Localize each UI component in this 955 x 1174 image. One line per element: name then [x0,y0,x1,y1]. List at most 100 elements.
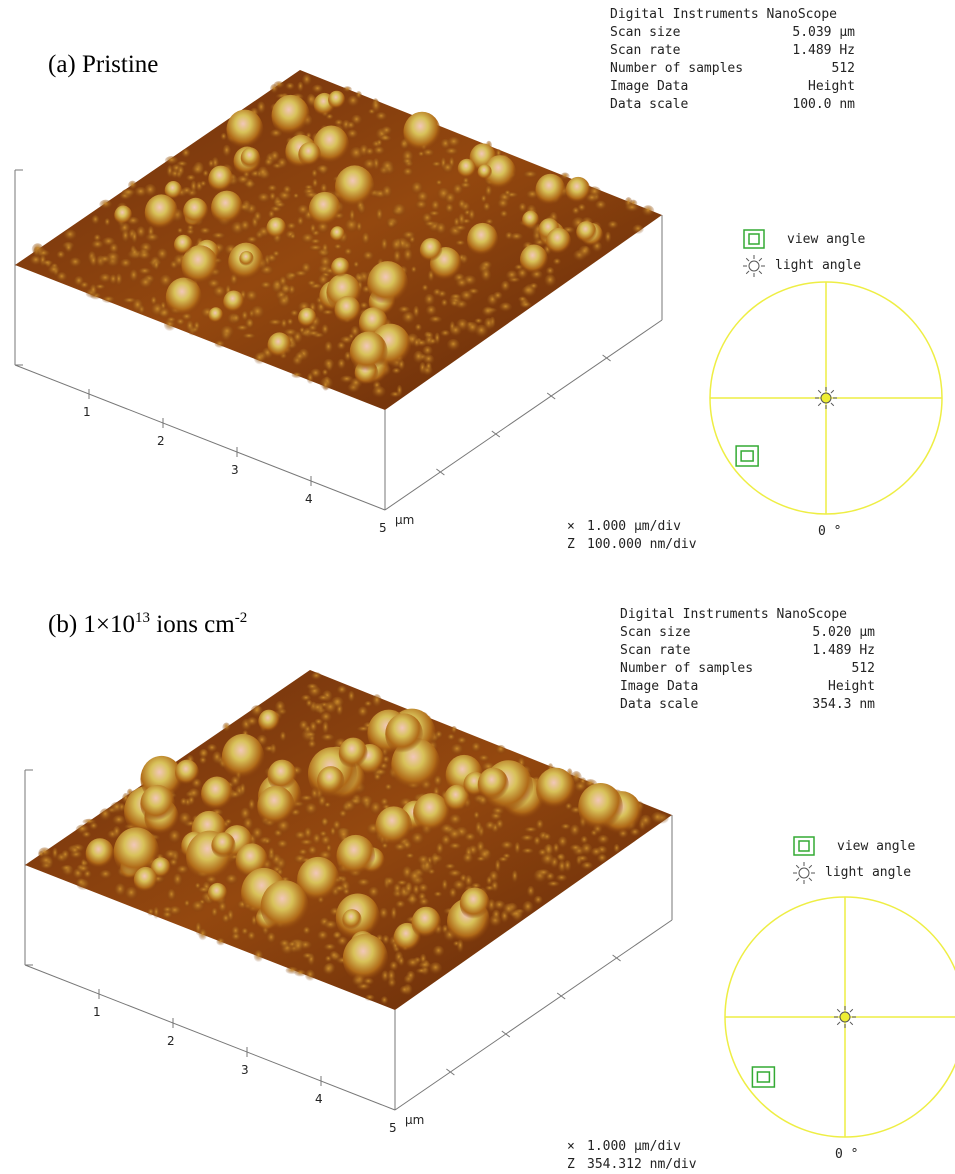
surface-peak [350,331,388,373]
surface-grain [570,824,580,837]
surface-grain [245,179,254,190]
surface-grain [299,720,309,731]
surface-grain [372,386,386,398]
surface-grain [440,330,450,337]
surface-grain [468,210,475,222]
axis-tick-label: 5 [389,1121,397,1135]
surface-grain [293,940,304,954]
surface-grain [286,223,296,231]
surface-grain [278,295,290,308]
axis-unit: µm [395,513,414,527]
label-part: ions cm [150,611,235,638]
surface-grain [320,257,331,270]
surface-grain [191,901,204,912]
light-center [840,1012,850,1022]
surface-peak [201,777,233,812]
surface-grain [121,230,129,243]
scale-value: 100.000 nm/div [587,537,697,552]
surface-grain [302,74,312,87]
surface-grain [406,853,415,859]
view-angle-icon [749,234,759,244]
surface-grain [305,970,315,982]
surface-grain [433,946,445,958]
light-angle-icon [799,868,809,878]
surface-grain [424,294,435,307]
surface-grain [642,205,654,217]
surface-grain [200,181,207,188]
surface-grain [293,193,299,199]
surface-grain [253,212,261,223]
surface-grain [578,204,586,212]
surface-peak [467,223,498,257]
surface-grain [402,231,415,240]
surface-grain [272,251,280,258]
surface-grain [99,255,111,264]
axis-tick-label: 2 [167,1034,175,1048]
surface-grain [457,737,467,745]
surface-grain [429,211,440,217]
surface-grain [188,796,195,806]
surface-grain [309,722,317,734]
surface-peak [86,838,115,869]
surface-grain [164,850,177,861]
surface-grain [379,135,392,142]
surface-grain [381,126,392,135]
surface-grain [316,165,329,174]
scale-axis: Z [567,537,575,552]
surface-peak [174,235,193,256]
surface-grain [607,221,618,230]
surface-grain [340,336,354,344]
surface-grain [476,856,486,862]
surface-grain [248,799,255,811]
surface-grain [212,232,226,239]
surface-grain [547,881,560,887]
figure: (a) Pristine Digital Instruments NanoScop… [0,0,955,1174]
info-value: Height [828,679,875,694]
surface-grain [232,314,240,323]
panel: (a) PristineDigital Instruments NanoScop… [15,7,942,552]
surface-grain [570,844,582,852]
info-key: Data scale [620,697,698,712]
surface-grain [102,296,115,303]
surface-grain [387,970,396,984]
surface-peak [535,174,565,207]
surface-grain [375,112,387,121]
surface-grain [372,694,382,708]
info-header: Digital Instruments NanoScope [620,607,847,622]
surface-peak [208,883,227,904]
surface-grain [122,189,136,197]
surface-grain [524,827,537,833]
surface-peak [546,228,571,255]
surface-grain [264,158,273,167]
label-part: (a) Pristine [48,51,158,78]
surface-grain [260,282,272,290]
surface-grain [447,137,460,148]
info-key: Number of samples [610,61,743,76]
surface-peak [298,308,316,328]
surface-grain [61,850,70,860]
surface-grain [597,835,609,845]
light-angle-icon-ray [746,271,749,274]
surface-grain [156,248,168,261]
surface-grain [77,865,89,874]
surface-peak [478,768,509,802]
surface-grain [346,122,355,130]
surface-grain [429,962,442,975]
surface-grain [76,878,86,888]
surface-grain [460,182,471,189]
surface-peak [298,142,321,167]
surface-peak [342,909,361,930]
legend-label: view angle [837,839,915,854]
surface-grain [254,950,264,962]
surface-grain [290,310,299,317]
panel-label: (a) Pristine [48,51,158,78]
surface-grain [89,822,98,830]
surface-grain [41,260,53,267]
surface-peak [403,112,440,153]
surface-grain [536,820,544,831]
surface-grain [270,84,278,94]
surface-grain [451,726,457,734]
surface-grain [455,240,465,246]
surface-grain [415,324,422,332]
surface-grain [264,839,270,845]
